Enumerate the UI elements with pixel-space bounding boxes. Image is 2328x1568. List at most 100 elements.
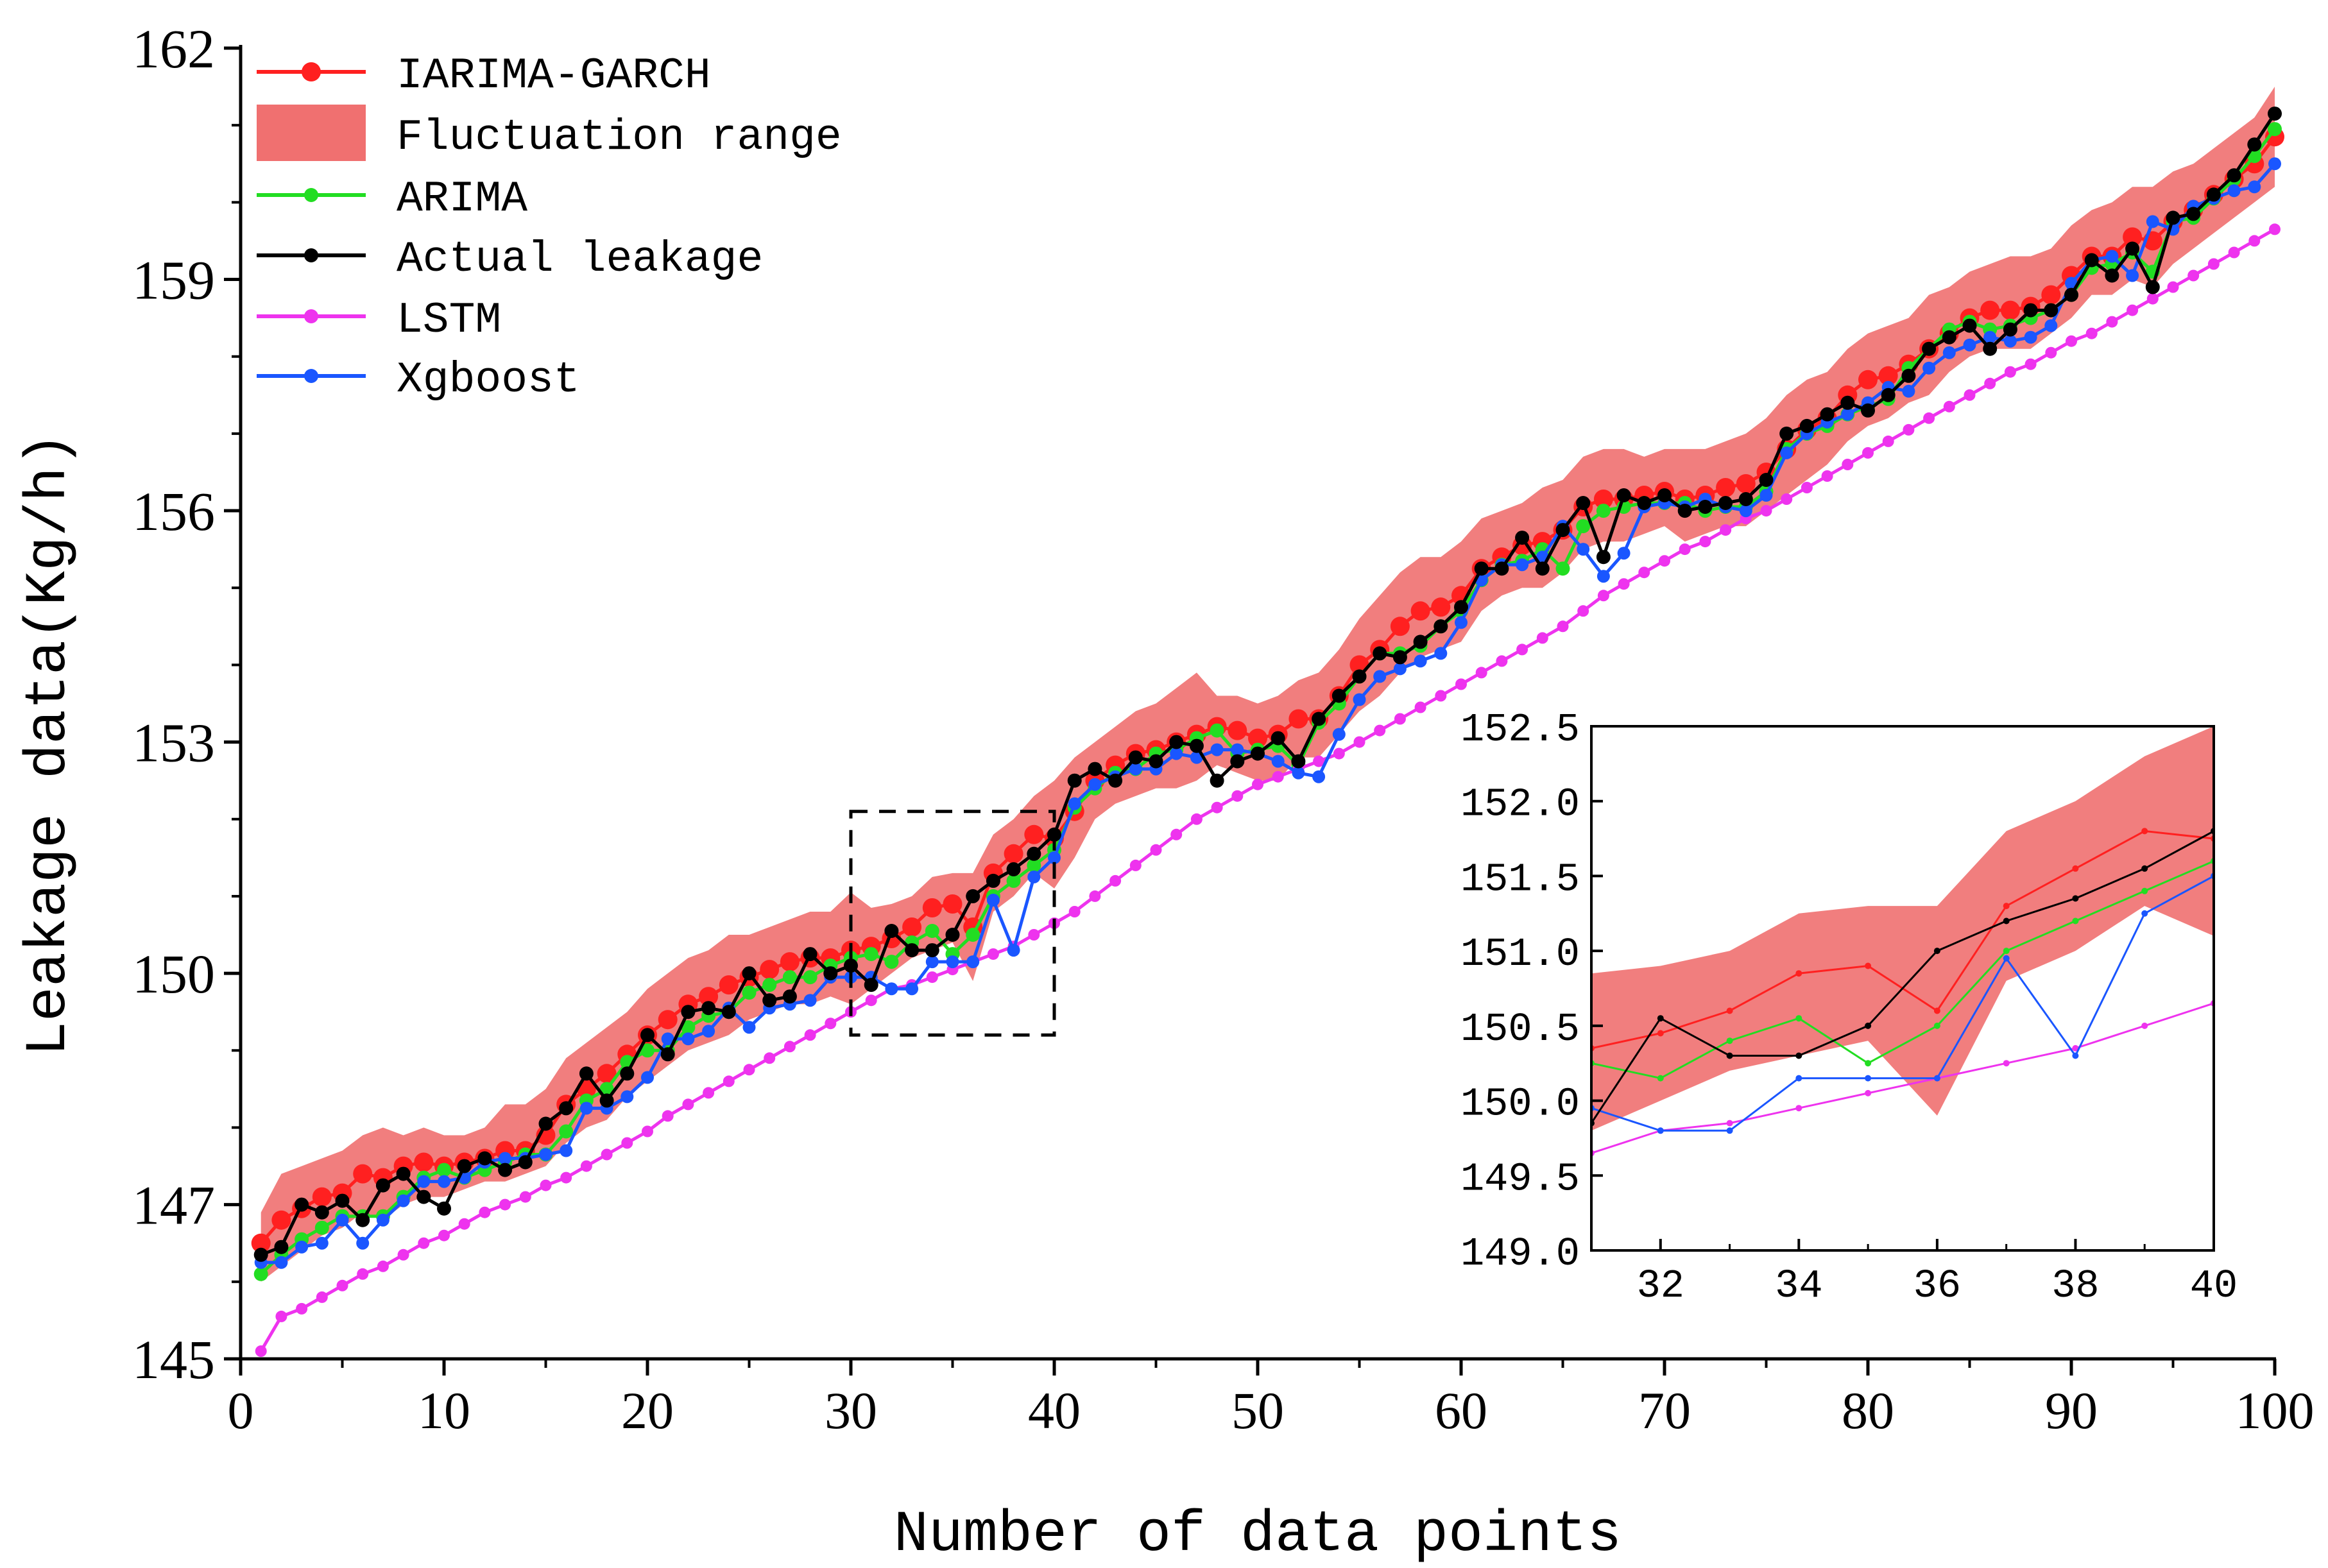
data-point-lstm bbox=[560, 1172, 572, 1184]
data-point-actual-leakage bbox=[701, 1001, 716, 1016]
data-point-actual-leakage bbox=[2186, 207, 2201, 221]
data-point-lstm bbox=[2024, 358, 2037, 370]
data-point-actual-leakage bbox=[538, 1116, 553, 1131]
data-point-actual-leakage bbox=[1331, 688, 1346, 703]
data-point-lstm bbox=[926, 971, 938, 984]
data-point-arima bbox=[1596, 504, 1611, 518]
x-tick-label: 50 bbox=[1231, 1381, 1284, 1440]
data-point-actual-leakage bbox=[375, 1178, 390, 1193]
inset-point-actual-leakage bbox=[1726, 1052, 1733, 1059]
data-point-iarima-garch bbox=[1390, 617, 1410, 636]
data-point-xgboost bbox=[1596, 570, 1610, 583]
data-point-actual-leakage bbox=[2166, 210, 2180, 225]
data-point-arima bbox=[884, 955, 899, 969]
data-point-xgboost bbox=[641, 1071, 654, 1084]
inset-point-xgboost bbox=[1657, 1127, 1664, 1134]
data-point-lstm bbox=[1170, 828, 1183, 840]
data-point-xgboost bbox=[438, 1175, 450, 1188]
data-point-actual-leakage bbox=[1820, 407, 1835, 422]
data-point-lstm bbox=[2167, 281, 2179, 293]
data-point-actual-leakage bbox=[1067, 773, 1082, 788]
data-point-lstm bbox=[1414, 701, 1426, 713]
zoom-region-box bbox=[849, 810, 1056, 1037]
data-point-lstm bbox=[336, 1279, 348, 1291]
data-point-xgboost bbox=[1902, 384, 1915, 398]
data-point-xgboost bbox=[1292, 766, 1305, 780]
data-point-actual-leakage bbox=[1088, 762, 1102, 776]
data-point-actual-leakage bbox=[2003, 322, 2017, 337]
data-point-xgboost bbox=[1027, 870, 1041, 883]
data-point-actual-leakage bbox=[1718, 496, 1733, 510]
data-point-iarima-garch bbox=[902, 917, 922, 937]
y-tick-label: 156 bbox=[132, 481, 215, 542]
data-point-xgboost bbox=[2146, 215, 2159, 228]
data-point-actual-leakage bbox=[1027, 846, 1041, 861]
inset-point-iarima-garch bbox=[1865, 962, 1872, 969]
data-point-actual-leakage bbox=[620, 1066, 635, 1081]
data-point-xgboost bbox=[1780, 446, 1793, 459]
data-point-lstm bbox=[316, 1291, 328, 1303]
legend-label: LSTM bbox=[397, 296, 501, 345]
data-point-xgboost bbox=[1922, 361, 1936, 375]
data-point-arima bbox=[1210, 723, 1224, 738]
data-point-actual-leakage bbox=[1149, 754, 1163, 769]
data-point-actual-leakage bbox=[1983, 341, 1998, 356]
data-point-lstm bbox=[1068, 906, 1081, 917]
data-point-lstm bbox=[682, 1098, 694, 1111]
data-point-lstm bbox=[723, 1075, 735, 1087]
data-point-arima bbox=[925, 924, 939, 938]
data-point-xgboost bbox=[1983, 330, 1997, 344]
data-point-actual-leakage bbox=[1373, 646, 1387, 661]
data-point-actual-leakage bbox=[1271, 731, 1285, 746]
data-point-actual-leakage bbox=[1454, 600, 1468, 615]
data-point-xgboost bbox=[560, 1144, 573, 1157]
data-point-actual-leakage bbox=[823, 966, 838, 981]
data-point-arima bbox=[864, 947, 878, 962]
x-tick-label: 80 bbox=[1842, 1381, 1894, 1440]
data-point-iarima-garch bbox=[251, 1233, 271, 1253]
data-point-arima bbox=[253, 1266, 268, 1281]
inset-point-lstm bbox=[2003, 1060, 2010, 1067]
data-point-lstm bbox=[1943, 400, 1955, 413]
data-point-xgboost bbox=[1170, 747, 1183, 760]
data-point-lstm bbox=[1089, 890, 1101, 902]
data-point-lstm bbox=[2045, 346, 2057, 359]
inset-point-iarima-garch bbox=[2072, 865, 2079, 872]
inset-line-lstm bbox=[1591, 1002, 2214, 1154]
data-point-arima bbox=[742, 985, 757, 1000]
data-point-xgboost bbox=[275, 1256, 288, 1269]
data-point-xgboost bbox=[2044, 319, 2058, 332]
data-point-lstm bbox=[2269, 223, 2281, 235]
data-point-iarima-garch bbox=[1858, 370, 1878, 389]
data-point-xgboost bbox=[1393, 662, 1407, 676]
data-point-iarima-garch bbox=[1288, 709, 1308, 729]
data-point-xgboost bbox=[336, 1213, 349, 1227]
inset-point-arima bbox=[1726, 1037, 1733, 1044]
data-point-lstm bbox=[1516, 643, 1528, 656]
inset-point-actual-leakage bbox=[1933, 948, 1940, 955]
data-point-actual-leakage bbox=[681, 1005, 696, 1019]
data-point-lstm bbox=[1028, 929, 1040, 941]
data-point-actual-leakage bbox=[579, 1066, 594, 1081]
data-point-actual-leakage bbox=[437, 1201, 451, 1216]
data-point-actual-leakage bbox=[1840, 395, 1855, 410]
data-point-actual-leakage bbox=[1962, 318, 1977, 333]
data-point-iarima-garch bbox=[1878, 366, 1898, 386]
y-tick-label: 153 bbox=[132, 712, 215, 774]
data-point-lstm bbox=[1984, 377, 1996, 389]
y-tick-label: 162 bbox=[132, 18, 215, 80]
data-point-actual-leakage bbox=[905, 943, 920, 958]
inset-y-tick-label: 151.0 bbox=[1460, 932, 1580, 977]
data-point-arima bbox=[559, 1124, 574, 1139]
inset-series-xgboost bbox=[1591, 873, 2214, 1134]
data-point-lstm bbox=[1394, 713, 1406, 725]
data-point-actual-leakage bbox=[1942, 330, 1956, 345]
data-point-actual-leakage bbox=[1189, 738, 1204, 753]
main-axes: 0 10 20 30 40 50 60 70 80 90 100 145 147 150 153 156 159… bbox=[132, 18, 2315, 1440]
data-point-xgboost bbox=[1312, 770, 1326, 783]
data-point-lstm bbox=[357, 1268, 369, 1280]
inset-point-actual-leakage bbox=[2003, 917, 2010, 925]
data-point-xgboost bbox=[539, 1148, 552, 1161]
data-point-lstm bbox=[1496, 655, 1508, 667]
inset-y-tick-label: 150.5 bbox=[1460, 1007, 1580, 1052]
